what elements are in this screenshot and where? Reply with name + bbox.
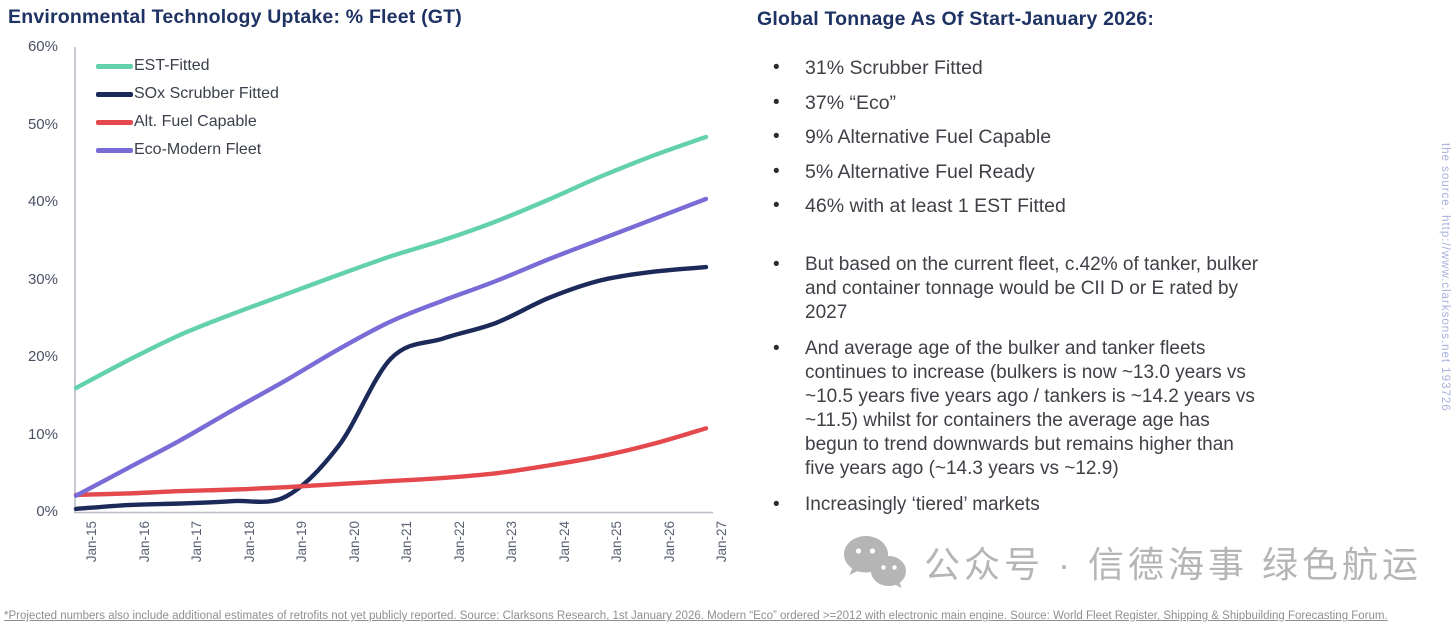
- wechat-icon: [842, 534, 908, 590]
- x-axis-label: Jan-21: [399, 521, 414, 563]
- chart-title: Environmental Technology Uptake: % Fleet…: [8, 6, 462, 28]
- legend-swatch-sox-scrubber-fitted: [96, 91, 133, 97]
- panel-title: Global Tonnage As Of Start-January 2026:: [757, 8, 1155, 30]
- source-side-note: the source. http://www.clarksons.net 193…: [1439, 143, 1451, 412]
- x-axis-label: Jan-22: [451, 521, 467, 563]
- tonnage-summary-panel: Global Tonnage As Of Start-January 2026:…: [757, 8, 1447, 529]
- legend-label: EST-Fitted: [134, 57, 210, 74]
- series-line-est-fitted: [73, 134, 709, 391]
- x-axis-label: Jan-26: [661, 521, 677, 563]
- legend-item-sox-scrubber-fitted: SOx Scrubber Fitted: [96, 80, 279, 108]
- x-axis-label: Jan-24: [556, 521, 572, 563]
- y-axis-label: 0%: [36, 503, 58, 520]
- y-axis-label: 30%: [27, 270, 58, 288]
- footnote: *Projected numbers also include addition…: [4, 610, 1388, 622]
- y-axis-label: 20%: [27, 348, 58, 365]
- legend-swatch-alt-fuel-capable: [96, 119, 133, 125]
- legend-item-alt-fuel-capable: Alt. Fuel Capable: [96, 108, 279, 136]
- legend-swatch-eco-modern-fleet: [96, 147, 133, 153]
- y-axis-label: 50%: [27, 115, 58, 133]
- watermark: 公众号 · 信德海事 绿色航运: [842, 534, 1422, 590]
- tonnage-commentary-list: But based on the current fleet, c.42% of…: [757, 253, 1447, 517]
- legend-label: Alt. Fuel Capable: [134, 113, 257, 130]
- x-axis-label: Jan-27: [714, 521, 729, 563]
- chart-axes: [74, 47, 713, 514]
- y-axis-label: 40%: [27, 193, 58, 210]
- chart-canvas: [73, 47, 713, 514]
- x-axis-label: Jan-18: [241, 521, 257, 563]
- legend-item-est-fitted: EST-Fitted: [96, 52, 279, 80]
- x-axis-label: Jan-15: [84, 521, 99, 563]
- legend-item-eco-modern-fleet: Eco-Modern Fleet: [96, 136, 279, 164]
- x-axis-label: Jan-17: [189, 521, 204, 563]
- bullet-item: And average age of the bulker and tanker…: [757, 337, 1447, 481]
- bullet-item: Increasingly ‘tiered’ markets: [757, 493, 1447, 517]
- series-line-eco-modern-fleet: [73, 196, 709, 498]
- tonnage-stats-list: 31% Scrubber Fitted 37% “Eco” 9% Alternati…: [757, 57, 1447, 217]
- legend-label: Eco-Modern Fleet: [134, 141, 262, 158]
- bullet-item: 31% Scrubber Fitted: [757, 57, 1447, 79]
- legend-label: SOx Scrubber Fitted: [134, 85, 279, 102]
- bullet-item: But based on the current fleet, c.42% of…: [757, 253, 1447, 325]
- series-line-sox-scrubber-fitted: [73, 264, 709, 512]
- y-axis-label: 10%: [27, 425, 58, 443]
- bullet-item: 5% Alternative Fuel Ready: [757, 161, 1447, 183]
- y-axis-label: 60%: [27, 38, 58, 55]
- bullet-item: 37% “Eco”: [757, 92, 1447, 114]
- bullet-item: 9% Alternative Fuel Capable: [757, 126, 1447, 148]
- x-axis-label: Jan-20: [346, 521, 362, 563]
- x-axis-label: Jan-23: [504, 521, 519, 563]
- x-axis-label: Jan-25: [609, 521, 624, 563]
- watermark-text: 公众号 · 信德海事 绿色航运: [924, 544, 1422, 585]
- chart-legend: EST-Fitted SOx Scrubber Fitted Alt. Fuel C…: [96, 52, 279, 164]
- x-axis-label: Jan-16: [136, 521, 152, 563]
- series-line-alt-fuel-capable: [73, 426, 709, 498]
- legend-swatch-est-fitted: [96, 63, 133, 69]
- x-axis-label: Jan-19: [294, 521, 309, 563]
- chart-series: [73, 134, 709, 512]
- bullet-item: 46% with at least 1 EST Fitted: [757, 195, 1447, 217]
- uptake-line-chart: 0% 10% 20% 30% 40% 50% 60% Jan-15 Jan-16 Jan-17 J…: [0, 38, 740, 600]
